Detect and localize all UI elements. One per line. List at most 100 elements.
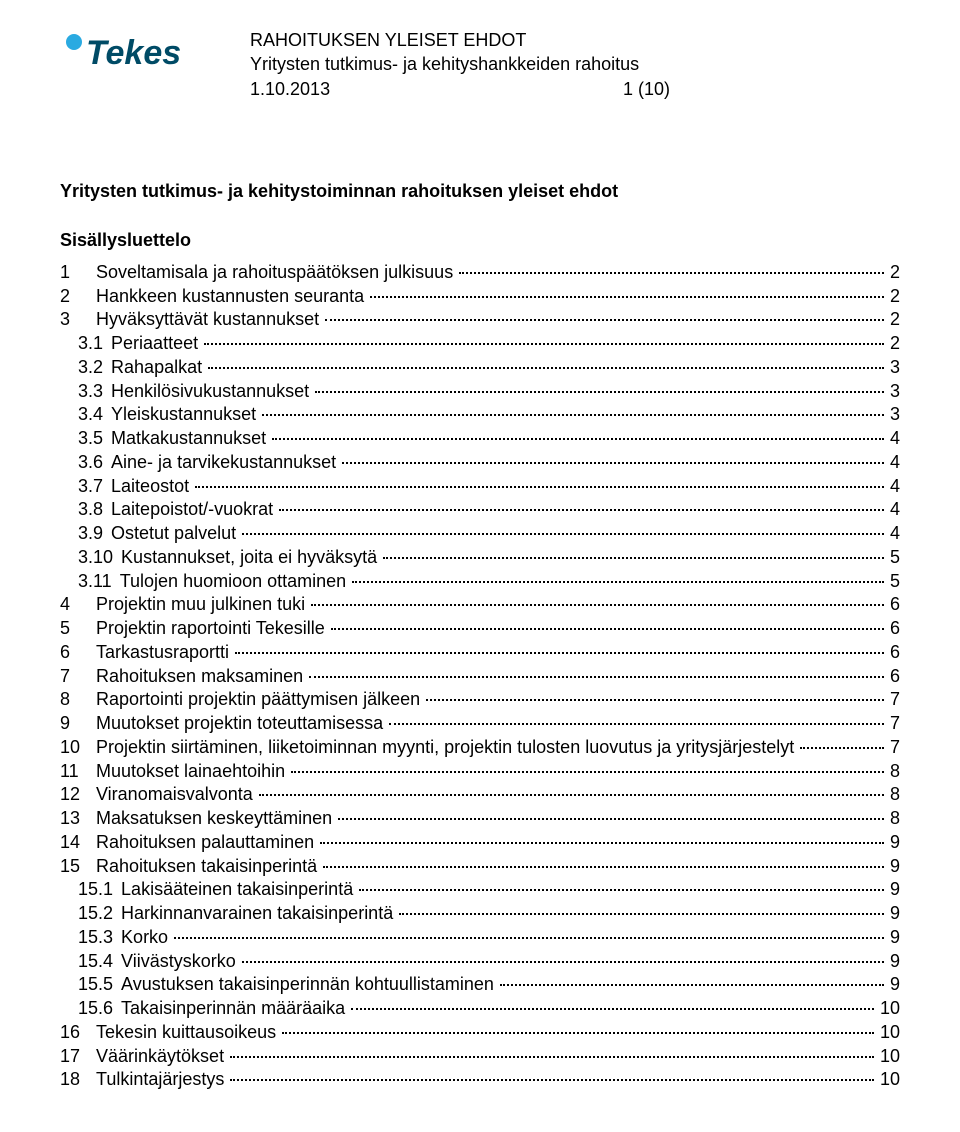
toc-entry-page: 9 bbox=[886, 878, 900, 902]
toc-leader-dots bbox=[230, 1056, 874, 1058]
toc-leader-dots bbox=[399, 913, 884, 915]
toc-entry-label: Henkilösivukustannukset bbox=[111, 380, 313, 404]
toc-heading: Sisällysluettelo bbox=[60, 230, 900, 251]
toc-entry-label: Matkakustannukset bbox=[111, 427, 270, 451]
toc-entry-page: 9 bbox=[886, 973, 900, 997]
toc-leader-dots bbox=[262, 414, 884, 416]
toc-entry: 9Muutokset projektin toteuttamisessa7 bbox=[60, 712, 900, 736]
toc-entry-label: Laitepoistot/-vuokrat bbox=[111, 498, 277, 522]
toc-entry-page: 9 bbox=[886, 855, 900, 879]
toc-leader-dots bbox=[291, 771, 884, 773]
toc-entry-page: 6 bbox=[886, 593, 900, 617]
toc-entry-label: Muutokset lainaehtoihin bbox=[96, 760, 289, 784]
header-date: 1.10.2013 bbox=[250, 77, 330, 101]
toc-entry-label: Rahoituksen takaisinperintä bbox=[96, 855, 321, 879]
toc-entry-page: 8 bbox=[886, 807, 900, 831]
toc-entry-number: 3 bbox=[60, 308, 96, 332]
toc-entry-number: 11 bbox=[60, 760, 96, 784]
toc-entry: 14Rahoituksen palauttaminen9 bbox=[60, 831, 900, 855]
toc-entry-label: Viivästyskorko bbox=[121, 950, 240, 974]
toc-entry: 3.7Laiteostot4 bbox=[60, 475, 900, 499]
toc-entry-label: Hyväksyttävät kustannukset bbox=[96, 308, 323, 332]
page-title: Yritysten tutkimus- ja kehitystoiminnan … bbox=[60, 181, 900, 202]
toc-entry-page: 6 bbox=[886, 665, 900, 689]
toc-entry: 3.8Laitepoistot/-vuokrat 4 bbox=[60, 498, 900, 522]
toc-entry-number: 15.3 bbox=[60, 926, 121, 950]
toc-entry-label: Projektin siirtäminen, liiketoiminnan my… bbox=[96, 736, 798, 760]
toc-entry-number: 15.5 bbox=[60, 973, 121, 997]
toc-entry-page: 3 bbox=[886, 356, 900, 380]
toc-entry-label: Aine- ja tarvikekustannukset bbox=[111, 451, 340, 475]
toc-entry-label: Kustannukset, joita ei hyväksytä bbox=[121, 546, 381, 570]
toc-entry: 15.2Harkinnanvarainen takaisinperintä9 bbox=[60, 902, 900, 926]
toc-entry-number: 3.6 bbox=[60, 451, 111, 475]
toc-leader-dots bbox=[426, 699, 884, 701]
toc-entry-page: 9 bbox=[886, 950, 900, 974]
toc-entry-label: Lakisääteinen takaisinperintä bbox=[121, 878, 357, 902]
header-title: RAHOITUKSEN YLEISET EHDOT bbox=[250, 28, 900, 52]
toc-entry-label: Soveltamisala ja rahoituspäätöksen julki… bbox=[96, 261, 457, 285]
toc-entry-page: 9 bbox=[886, 926, 900, 950]
toc-entry-number: 3.8 bbox=[60, 498, 111, 522]
toc-entry-label: Raportointi projektin päättymisen jälkee… bbox=[96, 688, 424, 712]
toc-entry: 3.6Aine- ja tarvikekustannukset4 bbox=[60, 451, 900, 475]
toc-entry-page: 4 bbox=[886, 522, 900, 546]
toc-entry-number: 3.11 bbox=[60, 570, 120, 594]
toc-leader-dots bbox=[325, 319, 884, 321]
toc-entry-number: 9 bbox=[60, 712, 96, 736]
toc-entry: 18Tulkintajärjestys10 bbox=[60, 1068, 900, 1092]
tekes-logo-icon: Tekes bbox=[60, 28, 210, 76]
toc-entry-number: 5 bbox=[60, 617, 96, 641]
toc-entry-number: 3.9 bbox=[60, 522, 111, 546]
toc-leader-dots bbox=[259, 794, 884, 796]
toc-entry-page: 9 bbox=[886, 902, 900, 926]
toc-entry: 3.3Henkilösivukustannukset3 bbox=[60, 380, 900, 404]
toc-entry-label: Tulojen huomioon ottaminen bbox=[120, 570, 350, 594]
toc-entry: 12Viranomaisvalvonta8 bbox=[60, 783, 900, 807]
toc-entry-label: Tarkastusraportti bbox=[96, 641, 233, 665]
toc-entry-number: 6 bbox=[60, 641, 96, 665]
toc-entry: 3.10Kustannukset, joita ei hyväksytä5 bbox=[60, 546, 900, 570]
toc-entry: 3.9Ostetut palvelut 4 bbox=[60, 522, 900, 546]
toc-entry-number: 3.1 bbox=[60, 332, 111, 356]
toc-entry-label: Ostetut palvelut bbox=[111, 522, 240, 546]
toc-entry: 3.1Periaatteet2 bbox=[60, 332, 900, 356]
toc-entry: 16Tekesin kuittausoikeus10 bbox=[60, 1021, 900, 1045]
toc-leader-dots bbox=[174, 937, 884, 939]
toc-leader-dots bbox=[242, 533, 884, 535]
toc-entry-page: 4 bbox=[886, 475, 900, 499]
toc-entry-page: 2 bbox=[886, 285, 900, 309]
toc-entry-page: 5 bbox=[886, 570, 900, 594]
toc-entry-number: 3.10 bbox=[60, 546, 121, 570]
toc-leader-dots bbox=[359, 889, 884, 891]
toc-entry-number: 12 bbox=[60, 783, 96, 807]
svg-text:Tekes: Tekes bbox=[86, 34, 181, 72]
toc-entry-number: 3.5 bbox=[60, 427, 111, 451]
toc-leader-dots bbox=[242, 961, 884, 963]
toc-entry: 15.4Viivästyskorko9 bbox=[60, 950, 900, 974]
header-subtitle: Yritysten tutkimus- ja kehityshankkeiden… bbox=[250, 52, 900, 76]
toc-leader-dots bbox=[338, 818, 884, 820]
toc-entry-page: 10 bbox=[876, 1021, 900, 1045]
toc-entry-label: Maksatuksen keskeyttäminen bbox=[96, 807, 336, 831]
toc-entry-page: 4 bbox=[886, 498, 900, 522]
toc-entry: 3.2Rahapalkat3 bbox=[60, 356, 900, 380]
toc-entry-number: 3.4 bbox=[60, 403, 111, 427]
toc-entry: 15.3Korko9 bbox=[60, 926, 900, 950]
toc-entry-label: Tulkintajärjestys bbox=[96, 1068, 228, 1092]
toc-entry-label: Yleiskustannukset bbox=[111, 403, 260, 427]
toc-entry: 6Tarkastusraportti6 bbox=[60, 641, 900, 665]
toc-leader-dots bbox=[235, 652, 884, 654]
toc-entry-number: 15.2 bbox=[60, 902, 121, 926]
toc-entry: 4Projektin muu julkinen tuki6 bbox=[60, 593, 900, 617]
toc-leader-dots bbox=[331, 628, 884, 630]
toc-leader-dots bbox=[342, 462, 884, 464]
toc-entry-number: 1 bbox=[60, 261, 96, 285]
toc-entry-label: Projektin raportointi Tekesille bbox=[96, 617, 329, 641]
header-date-row: 1.10.2013 1 (10) bbox=[250, 77, 670, 101]
toc-leader-dots bbox=[282, 1032, 874, 1034]
toc-leader-dots bbox=[272, 438, 884, 440]
toc-leader-dots bbox=[323, 866, 884, 868]
toc-entry-number: 3.7 bbox=[60, 475, 111, 499]
toc-leader-dots bbox=[230, 1079, 874, 1081]
